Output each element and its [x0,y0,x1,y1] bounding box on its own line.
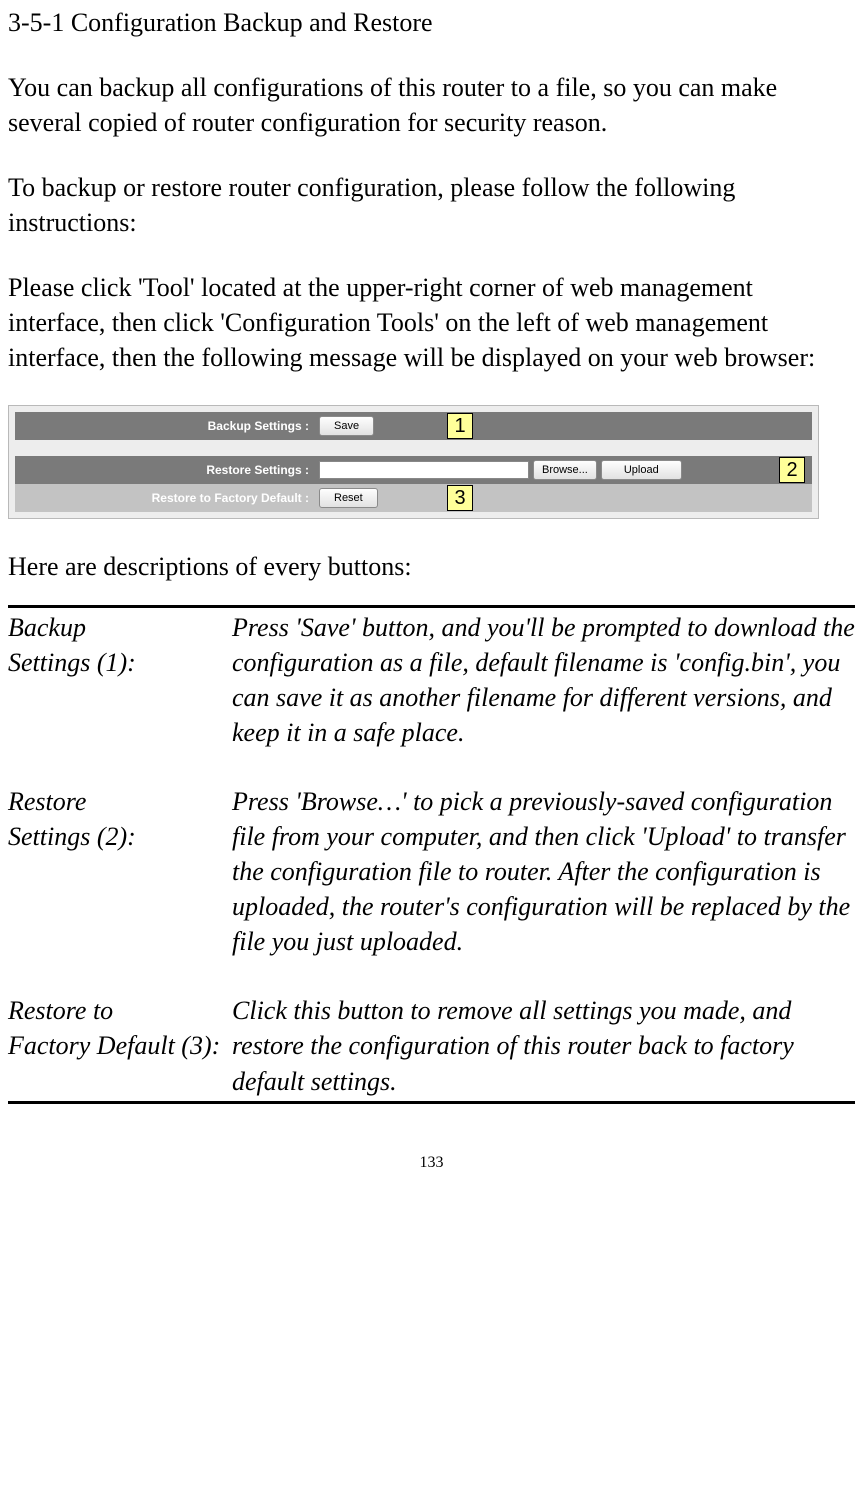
desc-row-backup: Backup Settings (1): Press 'Save' button… [8,608,855,752]
save-button[interactable]: Save [319,416,374,436]
desc-factory-label-line1: Restore to [8,996,113,1025]
backup-settings-row: Backup Settings : Save 1 [15,412,812,440]
desc-backup-label-line1: Backup [8,613,86,642]
restore-file-input[interactable] [319,461,529,479]
desc-restore-text: Press 'Browse…' to pick a previously-sav… [232,784,855,959]
factory-default-label: Restore to Factory Default : [15,491,315,505]
desc-row-restore: Restore Settings (2): Press 'Browse…' to… [8,782,855,961]
desc-factory-text: Click this button to remove all settings… [232,993,855,1098]
upload-button[interactable]: Upload [601,460,682,480]
paragraph-2: To backup or restore router configuratio… [8,170,855,240]
desc-backup-text: Press 'Save' button, and you'll be promp… [232,610,855,750]
desc-factory-label-line2: Factory Default (3): [8,1031,220,1060]
restore-settings-label: Restore Settings : [15,463,315,477]
descriptions-table: Backup Settings (1): Press 'Save' button… [8,605,855,1104]
callout-circle-3: 3 [447,485,473,511]
desc-row-factory: Restore to Factory Default (3): Click th… [8,991,855,1100]
desc-backup-label-line2: Settings (1): [8,648,136,677]
desc-restore-label-line2: Settings (2): [8,822,136,851]
page-number: 133 [8,1154,855,1172]
factory-default-row: Restore to Factory Default : Reset 3 [15,484,812,512]
section-title: 3-5-1 Configuration Backup and Restore [8,6,855,40]
browse-button[interactable]: Browse... [533,460,597,480]
descriptions-intro: Here are descriptions of every buttons: [8,549,855,584]
callout-circle-2: 2 [779,457,805,483]
restore-settings-row: Restore Settings : Browse... Upload 2 [15,456,812,484]
config-tools-screenshot: Backup Settings : Save 1 Restore Setting… [8,405,819,519]
desc-restore-label-line1: Restore [8,787,86,816]
reset-button[interactable]: Reset [319,488,378,508]
paragraph-1: You can backup all configurations of thi… [8,70,855,140]
paragraph-3: Please click 'Tool' located at the upper… [8,270,855,375]
backup-settings-label: Backup Settings : [15,419,315,433]
callout-circle-1: 1 [447,413,473,439]
